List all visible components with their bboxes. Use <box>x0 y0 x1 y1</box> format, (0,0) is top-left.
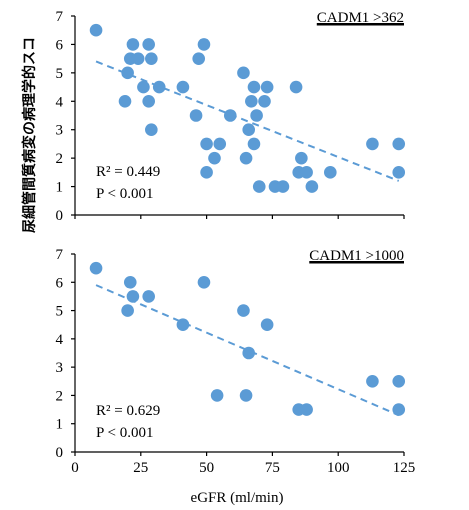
x-tick-label: 75 <box>265 460 280 476</box>
data-point <box>176 80 190 94</box>
data-point <box>366 137 379 151</box>
y-axis-label: 尿細管間質病変の病理学的スコ <box>21 37 38 233</box>
data-point <box>247 80 261 94</box>
data-point <box>258 94 271 108</box>
data-point <box>142 38 155 51</box>
y-tick-label: 5 <box>56 304 64 320</box>
y-tick-label: 2 <box>56 151 64 167</box>
data-point <box>252 180 266 193</box>
data-point <box>239 151 253 165</box>
data-point <box>260 80 274 94</box>
panel-cadm1-362: 0 1 2 3 4 5 6 7 CADM1 >362 R² = 0.449 P < 0.001 <box>56 9 406 224</box>
data-point <box>276 180 290 193</box>
y-tick-label: 0 <box>56 445 64 461</box>
data-point <box>392 403 406 416</box>
y-tick-label: 3 <box>56 123 64 139</box>
y-tick-label: 1 <box>56 417 64 433</box>
data-point <box>242 123 256 137</box>
data-point <box>197 275 211 289</box>
data-point <box>366 374 379 388</box>
data-point <box>121 304 134 317</box>
data-point <box>300 166 313 179</box>
y-tick-label: 6 <box>56 37 64 53</box>
data-point <box>300 403 313 416</box>
data-point <box>305 180 319 193</box>
data-point <box>145 52 158 65</box>
data-point <box>89 261 103 275</box>
data-point <box>118 94 132 108</box>
data-point <box>89 23 103 37</box>
data-point <box>223 109 237 122</box>
data-point <box>242 346 256 360</box>
data-point <box>176 318 190 332</box>
data-point <box>208 151 221 165</box>
data-point <box>247 137 261 151</box>
data-point <box>245 94 258 108</box>
y-tick-label: 4 <box>56 94 64 110</box>
data-point <box>295 151 308 165</box>
x-tick-label: 0 <box>71 460 79 476</box>
x-tick-label: 125 <box>393 460 416 476</box>
data-point <box>197 38 211 51</box>
data-point <box>392 166 406 179</box>
r-squared-label: R² = 0.449 <box>96 164 160 180</box>
y-tick-label: 7 <box>56 247 64 263</box>
p-value-label: P < 0.001 <box>96 425 154 441</box>
data-point <box>210 389 224 402</box>
data-point <box>142 94 155 108</box>
data-point <box>123 275 137 289</box>
data-point <box>213 137 227 151</box>
x-axis-label: eGFR (ml/min) <box>191 490 284 506</box>
panel-cadm1-1000: 0 1 2 3 4 5 6 7 0 25 50 75 100 125 CADM1 >1000 R² = 0.6… <box>56 247 416 476</box>
data-point <box>137 80 150 94</box>
data-point <box>189 109 203 122</box>
data-point <box>392 374 406 388</box>
data-point <box>121 66 134 80</box>
panel-title: CADM1 >362 <box>317 10 404 26</box>
data-point <box>237 304 250 317</box>
data-point <box>131 52 145 65</box>
p-value-label: P < 0.001 <box>96 186 154 202</box>
data-point <box>192 52 206 65</box>
data-point <box>142 290 155 303</box>
y-tick-label: 3 <box>56 360 64 376</box>
data-point <box>152 80 166 94</box>
x-tick-label: 50 <box>199 460 214 476</box>
x-tick-label: 100 <box>327 460 350 476</box>
y-tick-label: 6 <box>56 275 64 291</box>
trend-line <box>95 284 400 417</box>
data-point <box>324 166 337 179</box>
data-point <box>145 123 158 137</box>
data-point <box>289 80 303 94</box>
data-point <box>237 66 250 80</box>
y-tick-label: 5 <box>56 66 64 82</box>
data-point <box>392 137 406 151</box>
data-point <box>126 38 140 51</box>
y-tick-label: 4 <box>56 332 64 348</box>
data-point <box>260 318 274 332</box>
y-tick-label: 1 <box>56 180 64 196</box>
y-tick-label: 0 <box>56 208 64 224</box>
data-point <box>200 166 213 179</box>
y-tick-label: 7 <box>56 9 64 25</box>
data-point <box>239 389 253 402</box>
data-point <box>250 109 263 122</box>
x-tick-label: 25 <box>133 460 148 476</box>
trend-line <box>95 60 400 182</box>
panel-title: CADM1 >1000 <box>309 248 404 264</box>
data-point <box>126 290 140 303</box>
data-point <box>200 137 213 151</box>
y-tick-label: 2 <box>56 388 64 404</box>
r-squared-label: R² = 0.629 <box>96 403 160 419</box>
